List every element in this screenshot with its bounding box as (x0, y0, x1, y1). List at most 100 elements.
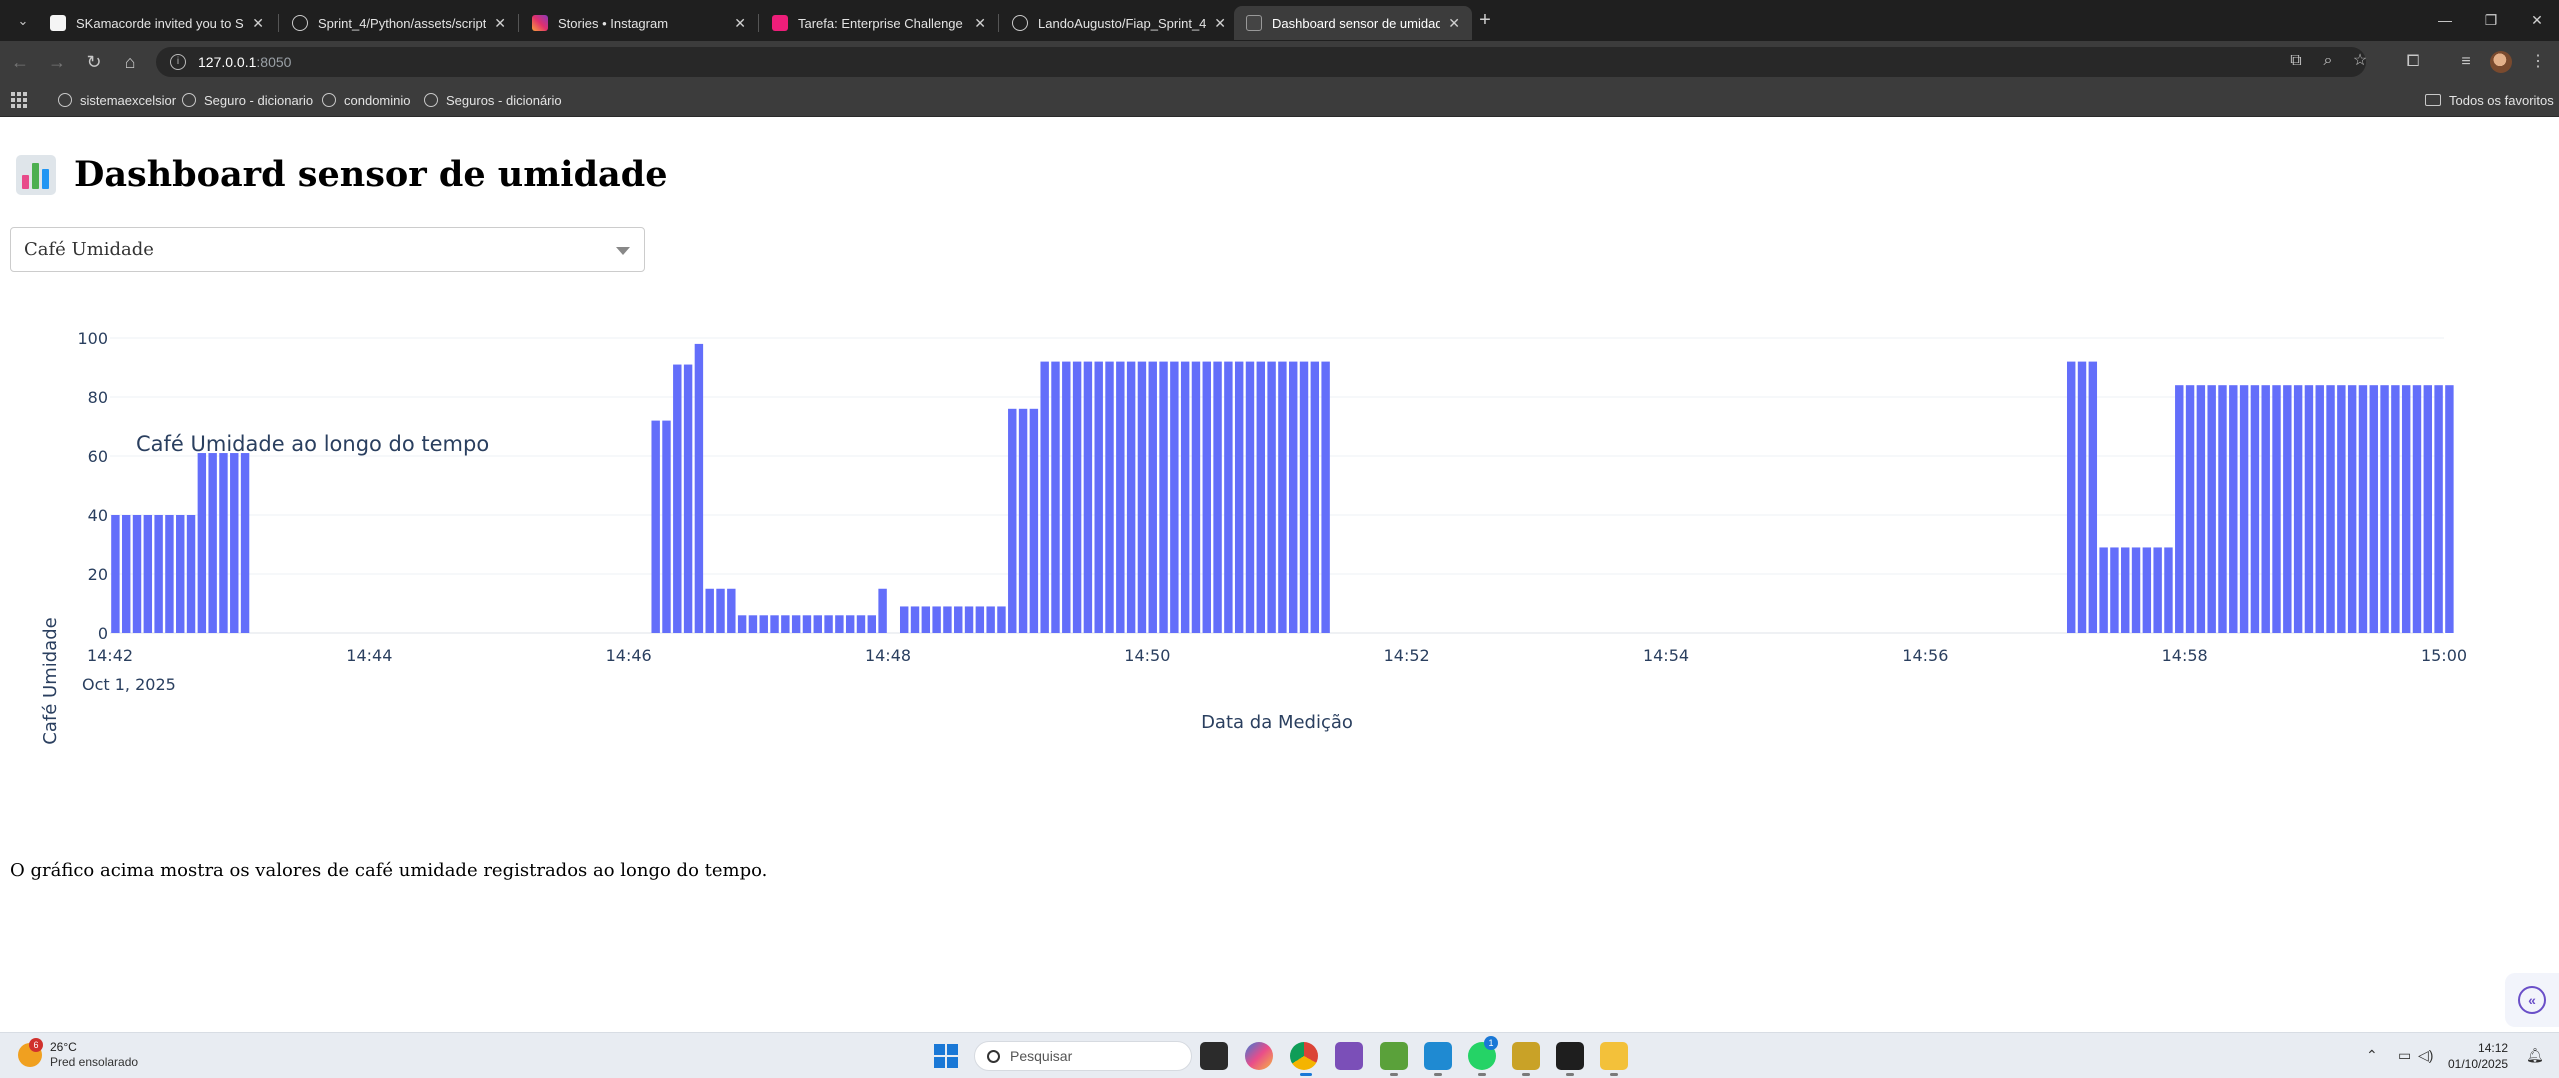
dash-debug-toggle[interactable]: « (2505, 973, 2559, 1027)
humidity-bar[interactable] (230, 453, 239, 633)
humidity-bar[interactable] (867, 615, 877, 633)
humidity-bar[interactable] (2175, 385, 2184, 633)
humidity-bar[interactable] (2099, 547, 2108, 633)
notification-bell-icon[interactable]: 🔔︎ (2526, 1047, 2544, 1063)
humidity-bar[interactable] (1083, 361, 1093, 633)
humidity-bar[interactable] (2445, 385, 2454, 633)
humidity-bar[interactable] (770, 615, 779, 633)
humidity-bar[interactable] (2121, 547, 2130, 633)
site-info-icon[interactable]: i (170, 54, 186, 70)
forward-icon[interactable]: → (48, 52, 66, 72)
chrome-icon[interactable] (1290, 1042, 1318, 1070)
humidity-bar[interactable] (2283, 385, 2292, 633)
humidity-bar[interactable] (748, 615, 758, 633)
humidity-bar[interactable] (2358, 385, 2368, 633)
humidity-bar[interactable] (2304, 385, 2314, 633)
humidity-bar[interactable] (813, 615, 822, 633)
humidity-bar[interactable] (737, 615, 747, 633)
system-clock[interactable]: 14:12 01/10/2025 (2448, 1040, 2508, 1072)
humidity-bar[interactable] (1062, 361, 1071, 633)
chevron-down-icon[interactable] (616, 247, 630, 255)
humidity-bar[interactable] (1224, 361, 1233, 633)
humidity-bar[interactable] (716, 588, 725, 633)
humidity-bar[interactable] (1148, 361, 1157, 633)
humidity-bar[interactable] (1051, 361, 1060, 633)
humidity-bar[interactable] (165, 515, 174, 633)
humidity-bar[interactable] (1126, 361, 1136, 633)
vscode-icon[interactable] (1424, 1042, 1452, 1070)
humidity-bar[interactable] (1029, 408, 1039, 633)
reload-icon[interactable]: ↻ (86, 52, 102, 72)
windows-start-icon[interactable] (934, 1044, 958, 1068)
humidity-bar[interactable] (986, 606, 995, 633)
zoom-icon[interactable]: ⌕ (2323, 52, 2333, 69)
tab-search-icon[interactable]: ⌄ (17, 13, 29, 28)
close-tab-icon[interactable]: ✕ (734, 14, 746, 31)
humidity-bar[interactable] (1202, 361, 1211, 633)
humidity-bar[interactable] (1170, 361, 1179, 633)
extensions-icon[interactable]: ⧠ (2406, 53, 2420, 70)
humidity-bar[interactable] (899, 606, 909, 633)
humidity-bar[interactable] (662, 420, 671, 633)
humidity-bar[interactable] (186, 515, 196, 633)
humidity-bar[interactable] (2088, 361, 2098, 633)
humidity-bar[interactable] (1094, 361, 1103, 633)
humidity-bar[interactable] (2315, 385, 2324, 633)
humidity-bar[interactable] (1137, 361, 1147, 633)
humidity-bar[interactable] (1072, 361, 1082, 633)
humidity-bar[interactable] (2239, 385, 2249, 633)
humidity-bar[interactable] (143, 515, 153, 633)
humidity-bar[interactable] (1213, 361, 1222, 633)
humidity-bar[interactable] (2391, 385, 2400, 633)
humidity-bar[interactable] (1321, 361, 1330, 633)
bookmark-star-icon[interactable]: ☆ (2352, 52, 2368, 69)
minimize-icon[interactable]: — (2438, 12, 2452, 28)
humidity-bar[interactable] (1180, 361, 1190, 633)
close-tab-icon[interactable]: ✕ (494, 14, 506, 31)
volume-icon[interactable]: ◁) (2418, 1047, 2434, 1063)
tab-instagram[interactable]: Stories • Instagram ✕ (520, 6, 758, 40)
humidity-bar[interactable] (2196, 385, 2206, 633)
humidity-bar[interactable] (2412, 385, 2422, 633)
humidity-bar[interactable] (2326, 385, 2335, 633)
file-explorer-icon[interactable] (1600, 1042, 1628, 1070)
humidity-bar[interactable] (835, 615, 844, 633)
humidity-bar[interactable] (727, 588, 736, 633)
humidity-bar[interactable] (781, 615, 790, 633)
humidity-bar[interactable] (878, 588, 887, 633)
close-tab-icon[interactable]: ✕ (252, 14, 264, 31)
humidity-bar[interactable] (2077, 361, 2087, 633)
humidity-bar[interactable] (802, 615, 812, 633)
all-favorites-folder[interactable]: Todos os favoritos (2425, 90, 2554, 110)
humidity-bar[interactable] (2434, 385, 2443, 633)
copilot-icon[interactable] (1245, 1042, 1273, 1070)
metric-dropdown[interactable]: Café Umidade (10, 227, 645, 272)
humidity-bar[interactable] (1018, 408, 1028, 633)
humidity-bar[interactable] (219, 453, 228, 633)
humidity-bar[interactable] (132, 515, 142, 633)
tab-dashboard-active[interactable]: Dashboard sensor de umidade ✕ (1234, 6, 1472, 40)
apps-grid-icon[interactable] (11, 92, 27, 108)
bookmark-seguro-dicionario[interactable]: Seguro - dicionario (182, 90, 313, 110)
taskbar-search[interactable]: Pesquisar (974, 1041, 1192, 1071)
humidity-bar[interactable] (1288, 361, 1298, 633)
new-tab-button[interactable]: + (1479, 9, 1491, 31)
humidity-bar[interactable] (964, 606, 974, 633)
humidity-bar[interactable] (943, 606, 952, 633)
task-view-icon[interactable] (1200, 1042, 1228, 1070)
humidity-bar[interactable] (1310, 361, 1320, 633)
humidity-bar[interactable] (759, 615, 768, 633)
humidity-bar[interactable] (651, 420, 660, 633)
close-tab-icon[interactable]: ✕ (1214, 14, 1226, 31)
humidity-bar[interactable] (2272, 385, 2281, 633)
menu-kebab-icon[interactable]: ⋮ (2530, 53, 2546, 70)
humidity-bar[interactable] (791, 615, 801, 633)
humidity-bar[interactable] (2153, 547, 2162, 633)
humidity-bar[interactable] (121, 515, 131, 633)
terminal-icon[interactable] (1556, 1042, 1584, 1070)
humidity-bar[interactable] (932, 606, 941, 633)
humidity-bar[interactable] (1159, 361, 1168, 633)
bookmark-seguros-dicionario[interactable]: Seguros - dicionário (424, 90, 562, 110)
humidity-bar[interactable] (910, 606, 920, 633)
humidity-bar[interactable] (683, 364, 693, 633)
